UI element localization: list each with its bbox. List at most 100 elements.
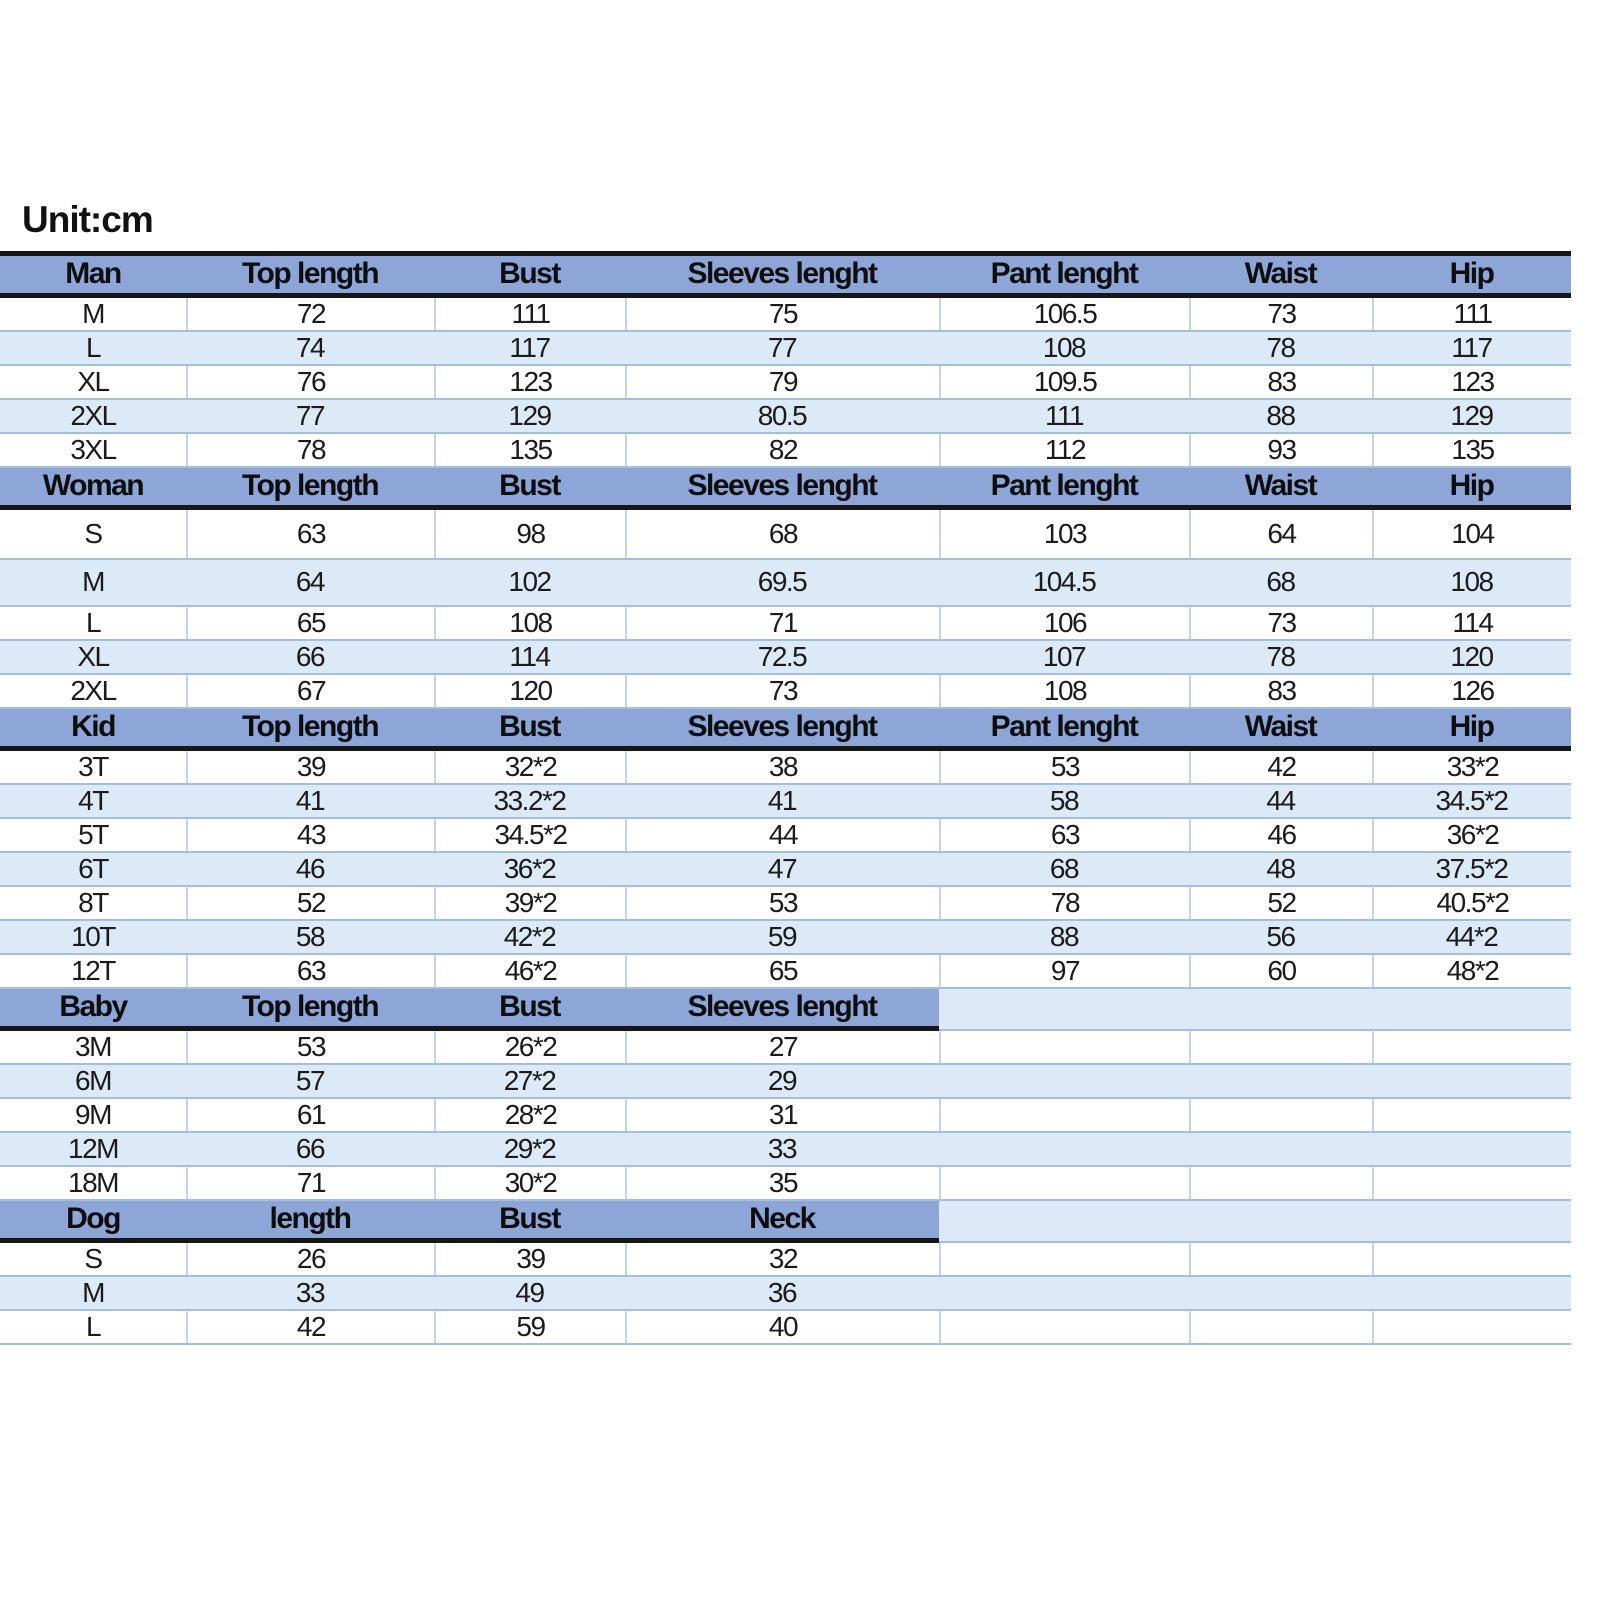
section-man-header-row: Man Top length Bust Sleeves lenght Pant leng…: [0, 255, 1571, 298]
size-label-cell: 3XL: [70, 433, 117, 465]
size-label-cell: 6T: [78, 852, 109, 884]
unit-label: Unit:cm: [22, 199, 154, 240]
size-label-cell: 2XL: [70, 399, 117, 431]
value-cell: 68: [1266, 566, 1296, 598]
value-cell: 59: [767, 920, 798, 952]
value-cell: 37.5*2: [1435, 852, 1509, 884]
value-cell: 107: [1042, 640, 1087, 672]
section-dog-column-header: Bust: [434, 1200, 625, 1243]
value-cell: 78: [186, 433, 434, 466]
value-cell: 120: [434, 674, 625, 707]
value-cell: 106: [939, 606, 1189, 639]
value-cell: 32: [625, 1242, 939, 1275]
size-label-cell: M: [82, 1276, 105, 1308]
value-cell: 112: [939, 433, 1189, 466]
value-cell: 53: [939, 750, 1189, 783]
value-cell: 108: [939, 674, 1189, 707]
header-filler-cell: [1189, 988, 1372, 1031]
section-dog-title: Dog: [0, 1200, 186, 1243]
value-cell: 57: [295, 1064, 326, 1096]
table-row: 18M 71 30*2 35: [0, 1166, 1571, 1201]
empty-cell: [1189, 1133, 1372, 1165]
empty-cell: [1189, 1166, 1372, 1199]
header-filler-cell: [1372, 1200, 1571, 1243]
empty-cell: [1372, 1098, 1571, 1131]
value-cell: 26: [186, 1242, 434, 1275]
value-cell: 73: [1189, 297, 1372, 330]
section-woman-column-header: Hip: [1372, 467, 1571, 510]
table-row: 4T 41 33.2*2 41 58 44 34.5*2: [0, 784, 1571, 819]
section-woman-column-header: Top length: [186, 467, 434, 510]
value-cell: 53: [625, 886, 939, 919]
value-cell: 35: [625, 1166, 939, 1199]
value-cell: 117: [509, 331, 551, 363]
empty-cell: [939, 1065, 1189, 1097]
section-kid-header-row: Kid Top length Bust Sleeves lenght Pant leng…: [0, 708, 1571, 751]
value-cell: 47: [767, 852, 798, 884]
section-woman-column-header: Waist: [1189, 467, 1372, 510]
value-cell: 63: [186, 509, 434, 558]
section-man-column-header: Waist: [1189, 255, 1372, 298]
size-label-cell: L: [85, 606, 102, 638]
section-baby-title: Baby: [0, 988, 186, 1031]
size-label-cell: M: [82, 566, 105, 598]
value-cell: 39: [434, 1242, 625, 1275]
size-label-cell: 18M: [68, 1166, 119, 1198]
header-filler-cell: [1372, 988, 1571, 1031]
value-cell: 71: [186, 1166, 434, 1199]
value-cell: 42*2: [503, 920, 557, 952]
header-filler-cell: [1189, 1200, 1372, 1243]
value-cell: 52: [186, 886, 434, 919]
value-cell: 32*2: [434, 750, 625, 783]
table-row: 3T 39 32*2 38 53 42 33*2: [0, 750, 1571, 785]
size-label-cell: 10T: [71, 920, 116, 952]
empty-cell: [939, 1277, 1189, 1309]
table-row: 12T 63 46*2 65 97 60 48*2: [0, 954, 1571, 989]
size-label-cell: 6M: [75, 1064, 112, 1096]
value-cell: 102: [508, 566, 552, 598]
value-cell: 33: [295, 1276, 326, 1308]
value-cell: 65: [186, 606, 434, 639]
value-cell: 98: [434, 509, 625, 558]
empty-cell: [1372, 1030, 1571, 1063]
size-label-cell: XL: [77, 365, 110, 397]
value-cell: 80.5: [757, 399, 808, 431]
empty-cell: [1189, 1310, 1372, 1343]
size-label-cell: S: [84, 1242, 103, 1274]
value-cell: 26*2: [434, 1030, 625, 1063]
value-cell: 78: [1266, 331, 1296, 363]
value-cell: 31: [625, 1098, 939, 1131]
empty-cell: [939, 1166, 1189, 1199]
table-row: 12M 66 29*2 33: [0, 1132, 1571, 1167]
section-baby-column-header: Bust: [434, 988, 625, 1031]
value-cell: 33*2: [1372, 750, 1571, 783]
table-row: 5T 43 34.5*2 44 63 46 36*2: [0, 818, 1571, 853]
section-dog-column-header: length: [186, 1200, 434, 1243]
table-row: L 65 108 71 106 73 114: [0, 606, 1571, 641]
value-cell: 42: [186, 1310, 434, 1343]
empty-cell: [1189, 1098, 1372, 1131]
empty-cell: [1189, 1030, 1372, 1063]
value-cell: 83: [1189, 365, 1372, 398]
value-cell: 44*2: [1445, 920, 1499, 952]
value-cell: 48*2: [1372, 954, 1571, 987]
empty-cell: [1372, 1310, 1571, 1343]
empty-cell: [1372, 1065, 1571, 1097]
empty-cell: [1372, 1277, 1571, 1309]
empty-cell: [939, 1310, 1189, 1343]
value-cell: 56: [1266, 920, 1296, 952]
value-cell: 30*2: [434, 1166, 625, 1199]
value-cell: 104: [1372, 509, 1571, 558]
table-row: XL 76 123 79 109.5 83 123: [0, 365, 1571, 400]
value-cell: 29: [767, 1064, 798, 1096]
size-label-cell: 9M: [75, 1098, 112, 1130]
empty-cell: [939, 1242, 1189, 1275]
value-cell: 39*2: [434, 886, 625, 919]
value-cell: 29*2: [503, 1132, 557, 1164]
value-cell: 74: [295, 331, 326, 363]
value-cell: 40.5*2: [1372, 886, 1571, 919]
section-kid-column-header: Sleeves lenght: [625, 708, 939, 751]
section-woman-header-row: Woman Top length Bust Sleeves lenght Pant le…: [0, 467, 1571, 510]
table-row: XL 66 114 72.5 107 78 120: [0, 640, 1571, 675]
empty-cell: [1189, 1065, 1372, 1097]
